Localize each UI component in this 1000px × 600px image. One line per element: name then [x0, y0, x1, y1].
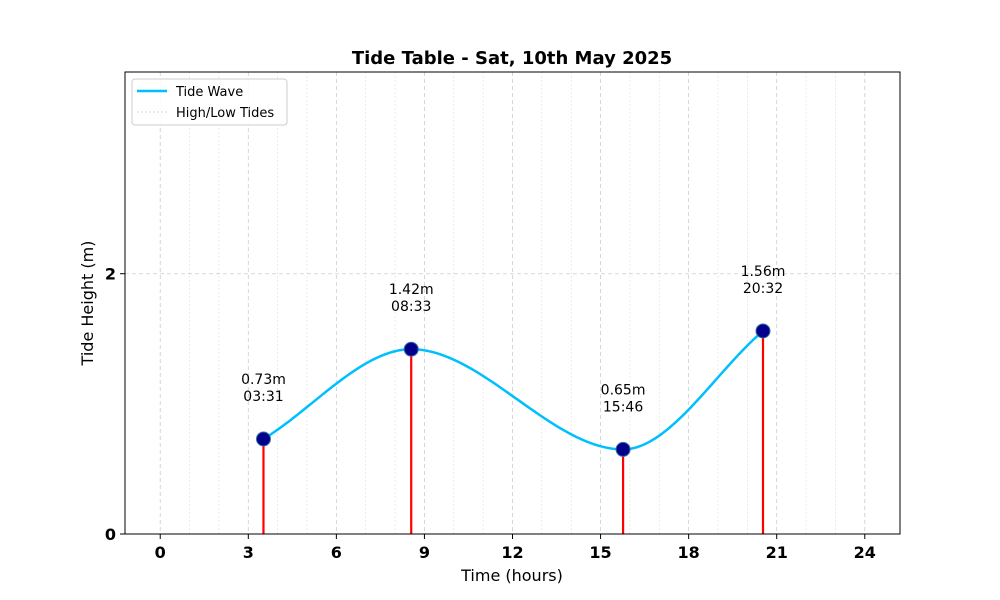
x-tick-label: 24 [854, 543, 876, 562]
tide-marker [255, 431, 271, 447]
x-tick-label: 15 [589, 543, 611, 562]
tide-height-label: 0.65m [601, 382, 646, 398]
y-tick-label: 2 [105, 265, 116, 284]
x-tick-label: 0 [155, 543, 166, 562]
y-axis-ticks: 02 [105, 265, 125, 544]
x-axis-label: Time (hours) [460, 566, 563, 585]
legend-label-high-low-tides: High/Low Tides [176, 106, 274, 121]
x-tick-label: 6 [331, 543, 342, 562]
y-axis-label: Tide Height (m) [78, 241, 97, 367]
x-axis-ticks: 0 3 6 9 12 15 18 21 24 [155, 534, 876, 562]
tide-marker [755, 323, 771, 339]
tide-time-label: 15:46 [603, 399, 643, 415]
y-tick-label: 0 [105, 525, 116, 544]
x-tick-label: 3 [243, 543, 254, 562]
x-tick-label: 18 [678, 543, 700, 562]
legend-box [131, 78, 288, 126]
tide-marker [403, 341, 419, 357]
tide-marker [615, 441, 631, 457]
tide-time-label: 20:32 [743, 281, 783, 297]
tide-height-label: 0.73m [241, 372, 286, 388]
tide-height-label: 1.56m [741, 264, 786, 280]
x-tick-label: 9 [419, 543, 430, 562]
x-tick-label: 21 [766, 543, 788, 562]
tide-stems [262, 330, 765, 534]
tide-markers [255, 323, 771, 457]
tide-time-label: 03:31 [243, 389, 283, 405]
legend-label-tide-wave: Tide Wave [175, 85, 243, 100]
legend: Tide Wave High/Low Tides [131, 78, 288, 126]
tide-time-label: 08:33 [391, 299, 431, 315]
tide-height-label: 1.42m [389, 282, 434, 298]
x-tick-label: 12 [501, 543, 523, 562]
tide-wave-line [262, 330, 764, 451]
chart-title: Tide Table - Sat, 10th May 2025 [352, 48, 672, 69]
